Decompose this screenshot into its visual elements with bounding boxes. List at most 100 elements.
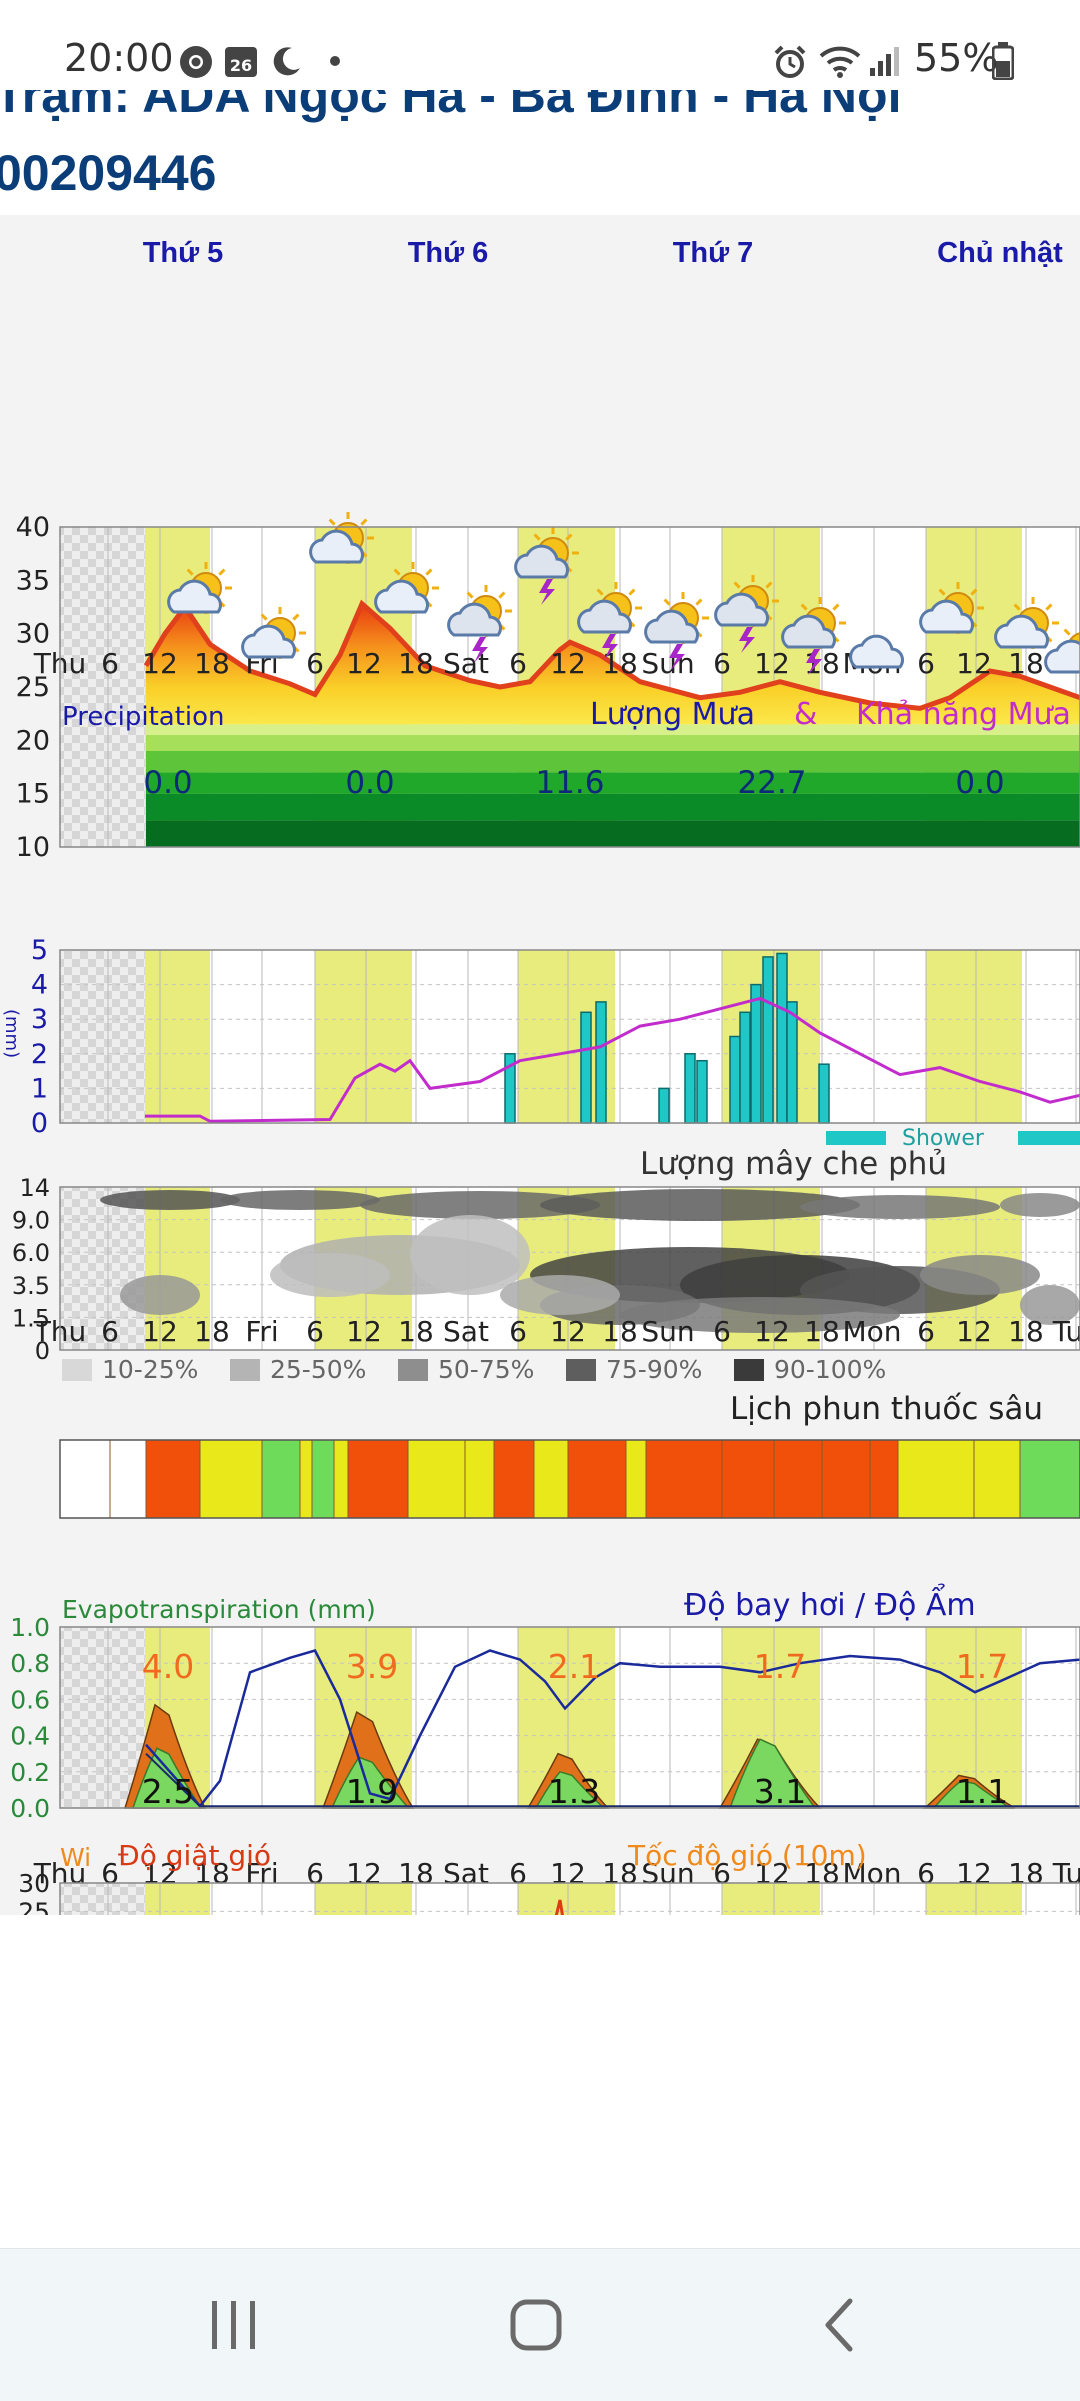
evapo-hump-green bbox=[330, 1756, 411, 1809]
spray-cell bbox=[645, 1439, 723, 1519]
sun-cloud-icon bbox=[919, 582, 984, 634]
time-axis-label-top: 6 bbox=[917, 647, 935, 680]
cloud-cover-blob bbox=[800, 1195, 1000, 1219]
time-axis-label-mid: 6 bbox=[713, 1315, 731, 1348]
time-axis-label-mid: Tu bbox=[1052, 1315, 1080, 1348]
recent-apps-button[interactable] bbox=[174, 2279, 294, 2371]
signal-icon bbox=[870, 47, 899, 76]
spray-cell bbox=[973, 1439, 1021, 1519]
spray-cell bbox=[567, 1439, 627, 1519]
wind-speed-title: Tốc độ gió (10m) bbox=[627, 1839, 867, 1872]
precip-title-prob: Khả năng Mưa bbox=[856, 697, 1071, 732]
precip-daily-total: 22.7 bbox=[737, 765, 806, 801]
time-axis-label-top: 6 bbox=[509, 647, 527, 680]
thunder-rain-icon bbox=[781, 597, 846, 675]
wind-label-clip: Wi bbox=[60, 1843, 91, 1872]
time-axis-label-top: 6 bbox=[713, 647, 731, 680]
cloud-legend-swatch bbox=[230, 1359, 260, 1381]
spray-cell bbox=[493, 1439, 535, 1519]
time-axis-label-mid: 18 bbox=[194, 1315, 230, 1348]
evapo-baseline bbox=[145, 1752, 1080, 1808]
wind-day-band bbox=[315, 1883, 412, 1915]
spray-cell bbox=[869, 1439, 899, 1519]
cloud-legend-swatch bbox=[566, 1359, 596, 1381]
wifi-icon bbox=[819, 46, 861, 78]
spray-cell bbox=[59, 1439, 111, 1519]
time-axis-label-top: 18 bbox=[602, 647, 638, 680]
time-axis-label-bottom: 18 bbox=[194, 1857, 230, 1890]
cloud-legend-swatch bbox=[398, 1359, 428, 1381]
station-code: 00209446 bbox=[0, 145, 217, 201]
time-axis-label-top: 6 bbox=[101, 647, 119, 680]
sun-cloud-icon bbox=[309, 512, 374, 564]
precip-bar bbox=[684, 1053, 696, 1124]
precip-y-tick: 3 bbox=[31, 1004, 48, 1035]
chrome-icon bbox=[180, 46, 212, 78]
evapo-title-vi: Độ bay hơi / Độ Ẩm bbox=[684, 1582, 976, 1623]
cloud-title: Lượng mây che phủ bbox=[640, 1146, 947, 1182]
precipitation-day-band bbox=[315, 950, 412, 1123]
temp-stripe bbox=[146, 772, 1080, 794]
home-button[interactable] bbox=[476, 2279, 596, 2371]
cloud-cover-blob bbox=[620, 1297, 900, 1333]
temp-stripe bbox=[146, 820, 1080, 847]
cloud-cover-blob bbox=[1000, 1193, 1080, 1217]
time-axis-label-mid: 12 bbox=[956, 1315, 992, 1348]
alarm-icon bbox=[774, 45, 806, 78]
back-button[interactable] bbox=[780, 2279, 900, 2371]
precip-bar bbox=[658, 1087, 670, 1124]
time-axis-label-bottom: 12 bbox=[754, 1857, 790, 1890]
cloud-y-tick: 1.5 bbox=[12, 1304, 50, 1332]
spray-cell bbox=[407, 1439, 466, 1519]
precip-bar bbox=[580, 1011, 592, 1124]
time-axis-label-top: 12 bbox=[754, 647, 790, 680]
evapo-hump-green bbox=[728, 1738, 817, 1809]
time-axis-label-top: 12 bbox=[550, 647, 586, 680]
cloud-cover-blob bbox=[920, 1255, 1040, 1295]
cloud-cover-blob bbox=[500, 1275, 620, 1315]
wind-day-band bbox=[518, 1883, 615, 1915]
wind-day-band bbox=[145, 1883, 210, 1915]
day-label: Thứ 7 bbox=[673, 237, 754, 269]
evapo-top-value: 4.0 bbox=[142, 1647, 194, 1686]
thunder-rain-icon bbox=[714, 575, 779, 653]
cloud-legend-label: 75-90% bbox=[606, 1355, 702, 1384]
evapo-y-tick: 0.0 bbox=[10, 1794, 50, 1823]
cloud-legend-swatch bbox=[734, 1359, 764, 1381]
time-axis-label-bottom: Sun bbox=[641, 1857, 694, 1890]
evapo-panel-frame bbox=[59, 1626, 1080, 1809]
evapo-y-tick: 0.4 bbox=[10, 1722, 50, 1751]
cloud-past-region bbox=[60, 1187, 146, 1350]
precip-daily-total: 0.0 bbox=[955, 765, 1004, 801]
evapo-bottom-value: 1.1 bbox=[956, 1772, 1008, 1811]
temp-y-tick: 15 bbox=[16, 779, 50, 810]
temperature-past-region bbox=[60, 527, 146, 847]
time-axis-label-bottom: Mon bbox=[842, 1857, 901, 1890]
evapo-bottom-value: 1.9 bbox=[346, 1772, 398, 1811]
time-axis-label-mid: 6 bbox=[306, 1315, 324, 1348]
time-axis-label-top: 18 bbox=[1008, 647, 1044, 680]
time-axis-label-bottom: Tu bbox=[1052, 1857, 1080, 1890]
time-axis-label-bottom: 6 bbox=[917, 1857, 935, 1890]
precip-y-tick: 2 bbox=[31, 1039, 48, 1070]
evapo-bottom-value: 3.1 bbox=[754, 1772, 806, 1811]
time-axis-label-bottom: 18 bbox=[1008, 1857, 1044, 1890]
shower-legend-label: Shower bbox=[902, 1126, 985, 1151]
time-axis-label-mid: 12 bbox=[754, 1315, 790, 1348]
time-axis-label-mid: 12 bbox=[550, 1315, 586, 1348]
temperature-line bbox=[143, 599, 1080, 711]
back-icon bbox=[825, 2298, 853, 2352]
calendar-day: 26 bbox=[230, 56, 252, 75]
spray-cell bbox=[773, 1439, 823, 1519]
precip-bar bbox=[776, 952, 788, 1124]
time-axis-label-top: 12 bbox=[346, 647, 382, 680]
spray-cell bbox=[199, 1439, 263, 1519]
day-label: Thứ 5 bbox=[143, 237, 224, 269]
shower-legend-swatch-2 bbox=[1018, 1131, 1080, 1145]
precip-daily-total: 0.0 bbox=[345, 765, 394, 801]
precipitation-day-band bbox=[145, 950, 210, 1123]
time-axis-label-bottom: 12 bbox=[142, 1857, 178, 1890]
sun-cloud-icon bbox=[994, 597, 1059, 649]
wind-gust-line bbox=[554, 1899, 564, 1915]
status-bar: 20:00 26 55% bbox=[0, 0, 1080, 90]
